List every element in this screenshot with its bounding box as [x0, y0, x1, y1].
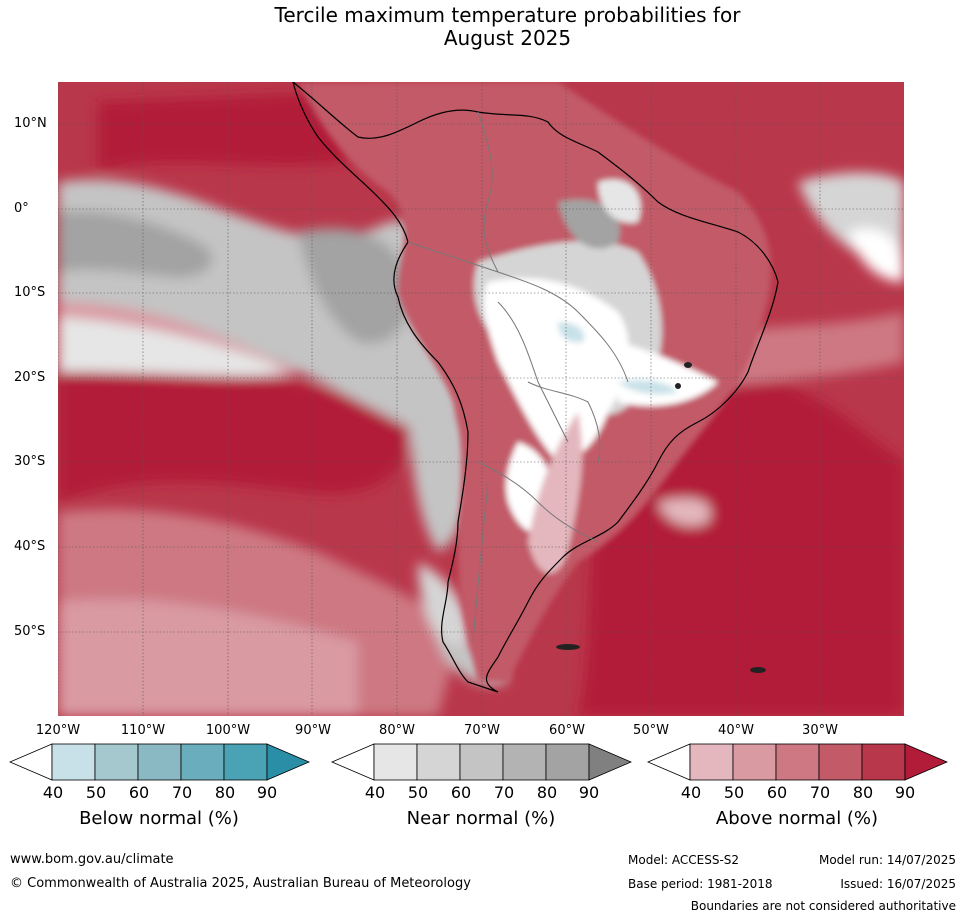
- tick-label: 60: [450, 783, 472, 802]
- lon-label-60w: 60°W: [549, 723, 585, 738]
- model-text: Model: ACCESS-S2: [628, 853, 740, 867]
- colorbar-band: [689, 743, 734, 781]
- lat-label-40s: 40°S: [14, 539, 46, 554]
- colorbar-below-label: Below normal (%): [79, 808, 239, 829]
- country-borders: [407, 111, 629, 643]
- colorbar-low-triangle: [330, 743, 375, 781]
- lat-label-30s: 30°S: [14, 454, 46, 469]
- tick-label: 90: [894, 783, 916, 802]
- colorbar-high-triangle: [904, 743, 948, 781]
- colorbar-above-label: Above normal (%): [715, 808, 879, 829]
- tick-label: 70: [171, 783, 193, 802]
- tick-label: 40: [42, 783, 64, 802]
- issued-text: Issued: 16/07/2025: [840, 877, 956, 891]
- tick-label: 80: [536, 783, 558, 802]
- graticule: [58, 82, 904, 716]
- tick-label: 60: [128, 783, 150, 802]
- colorbar-band: [416, 743, 461, 781]
- colorbar-band: [861, 743, 906, 781]
- tick-label: 50: [407, 783, 429, 802]
- tick-label: 90: [256, 783, 278, 802]
- tick-label: 60: [766, 783, 788, 802]
- colorbar-band: [459, 743, 504, 781]
- colorbar-band: [502, 743, 547, 781]
- lat-label-20s: 20°S: [14, 370, 46, 385]
- colorbar-band: [373, 743, 418, 781]
- lon-label-30w: 30°W: [802, 723, 838, 738]
- tick-label: 80: [214, 783, 236, 802]
- lon-label-90w: 90°W: [295, 723, 331, 738]
- tick-label: 50: [723, 783, 745, 802]
- colorbar-high-triangle: [588, 743, 632, 781]
- colorbar-band: [775, 743, 820, 781]
- lon-label-120w: 120°W: [35, 723, 81, 738]
- south-america-coastline: [292, 82, 779, 693]
- lon-label-50w: 50°W: [633, 723, 669, 738]
- colorbar-band: [180, 743, 225, 781]
- tick-label: 70: [493, 783, 515, 802]
- colorbar-below-normal: [8, 743, 310, 781]
- land-field: [298, 82, 772, 682]
- colorbar-band: [223, 743, 268, 781]
- colorbar-band: [818, 743, 863, 781]
- tick-label: 80: [852, 783, 874, 802]
- colorbar-band: [732, 743, 777, 781]
- lon-label-40w: 40°W: [718, 723, 754, 738]
- lat-label-50s: 50°S: [14, 624, 46, 639]
- colorbar-band: [137, 743, 182, 781]
- colorbar-band: [545, 743, 590, 781]
- forecast-map: [58, 82, 904, 716]
- map-title-line1: Tercile maximum temperature probabilitie…: [274, 3, 741, 27]
- model-run-text: Model run: 14/07/2025: [818, 853, 956, 867]
- colorbar-above-normal: [646, 743, 948, 781]
- colorbar-near-normal: [330, 743, 632, 781]
- map-title-line2: August 2025: [443, 26, 572, 50]
- lon-label-100w: 100°W: [205, 723, 251, 738]
- colorbar-band: [51, 743, 96, 781]
- tick-label: 40: [364, 783, 386, 802]
- colorbar-near-label: Near normal (%): [406, 808, 556, 829]
- colorbar-high-triangle: [266, 743, 310, 781]
- colorbar-low-triangle: [8, 743, 53, 781]
- colorbar-band: [94, 743, 139, 781]
- lon-label-70w: 70°W: [464, 723, 500, 738]
- lat-label-10s: 10°S: [14, 285, 46, 300]
- disclaimer-text: Boundaries are not considered authoritat…: [690, 899, 956, 913]
- colorbar-low-triangle: [646, 743, 691, 781]
- islands: [556, 362, 766, 673]
- copyright-text: © Commonwealth of Australia 2025, Austra…: [10, 876, 471, 891]
- base-period-text: Base period: 1981-2018: [628, 877, 773, 891]
- website-link[interactable]: www.bom.gov.au/climate: [10, 852, 174, 867]
- map-title: Tercile maximum temperature probabilitie…: [0, 4, 965, 50]
- tick-label: 90: [578, 783, 600, 802]
- lat-label-0: 0°: [14, 201, 29, 216]
- tick-label: 70: [809, 783, 831, 802]
- map-panel: [58, 82, 904, 716]
- lon-label-110w: 110°W: [120, 723, 166, 738]
- lon-label-80w: 80°W: [379, 723, 415, 738]
- lat-label-10n: 10°N: [14, 116, 47, 131]
- tick-label: 50: [85, 783, 107, 802]
- tick-label: 40: [680, 783, 702, 802]
